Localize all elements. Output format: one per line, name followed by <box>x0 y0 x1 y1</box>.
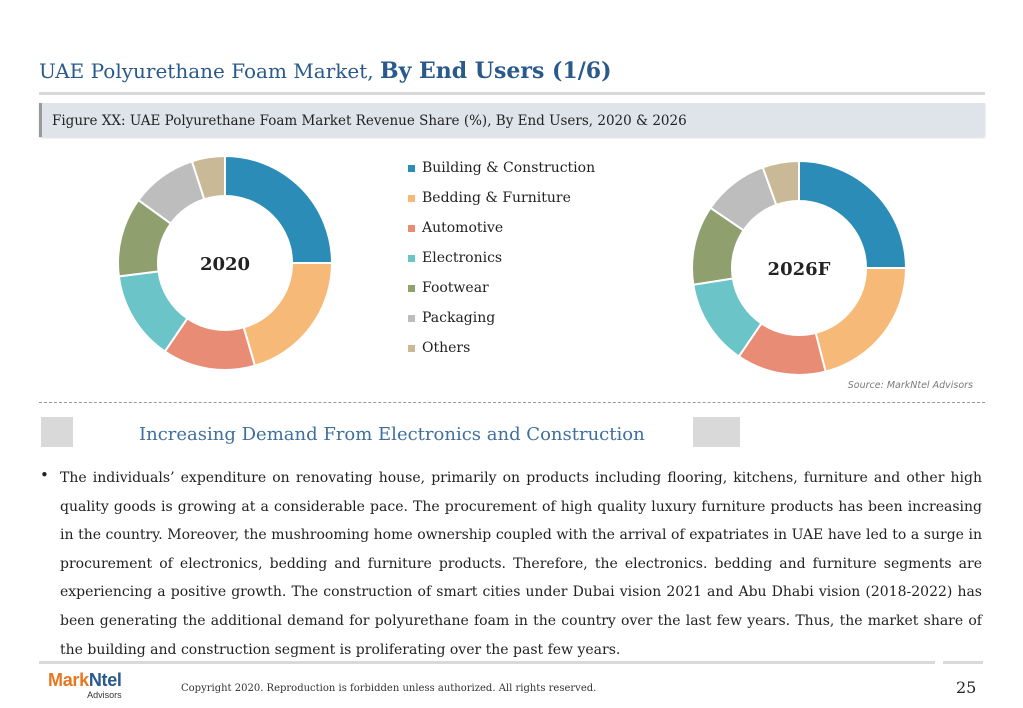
legend-item-bedding: Bedding & Furniture <box>408 190 595 220</box>
heading-accent-right <box>693 417 740 447</box>
bullet-icon: • <box>40 466 49 484</box>
legend-item-electronics: Electronics <box>408 250 595 280</box>
legend-swatch <box>408 195 415 202</box>
legend-swatch <box>408 315 415 322</box>
legend-swatch <box>408 345 415 352</box>
page-title: UAE Polyurethane Foam Market, By End Use… <box>39 58 611 84</box>
legend-label: Electronics <box>422 250 503 266</box>
legend-label: Automotive <box>422 220 504 236</box>
donut-slice-others <box>190 155 226 201</box>
legend-swatch <box>408 255 415 262</box>
donut-slice-building-construction <box>798 160 907 269</box>
legend-label: Bedding & Furniture <box>422 190 571 206</box>
donut-chart-2020-svg: 2020 <box>117 155 333 371</box>
logo-subtext: Advisors <box>87 690 122 700</box>
legend-swatch <box>408 285 415 292</box>
donut-slice-bedding-furniture <box>814 267 907 373</box>
legend-label: Others <box>422 340 471 356</box>
donut-slice-bedding-furniture <box>242 262 333 367</box>
title-divider <box>39 92 985 95</box>
bullet-text: The individuals’ expenditure on renovati… <box>60 470 982 658</box>
legend-item-footwear: Footwear <box>408 280 595 310</box>
legend-label: Packaging <box>422 310 496 326</box>
legend-label: Building & Construction <box>422 160 596 176</box>
logo-text-ntel: Ntel <box>88 670 122 690</box>
legend-item-others: Others <box>408 340 595 370</box>
footer-divider <box>39 661 935 664</box>
source-note: Source: MarkNtel Advisors <box>847 380 973 391</box>
donut-center-label: 2020 <box>200 254 250 275</box>
logo-text-mark: Mark <box>48 670 89 690</box>
section-heading: Increasing Demand From Electronics and C… <box>139 424 645 445</box>
page-title-regular: UAE Polyurethane Foam Market, <box>39 59 374 83</box>
company-logo: MarkNtel Advisors <box>48 671 122 700</box>
donut-center-label: 2026F <box>768 259 831 280</box>
figure-caption-bar: Figure XX: UAE Polyurethane Foam Market … <box>39 103 985 137</box>
donut-chart-2020: 2020 <box>117 155 333 371</box>
figure-caption: Figure XX: UAE Polyurethane Foam Market … <box>52 113 687 129</box>
legend-item-packaging: Packaging <box>408 310 595 340</box>
footer-divider-short <box>943 661 983 664</box>
chart-legend: Building & Construction Bedding & Furnit… <box>408 160 595 370</box>
page-number: 25 <box>956 678 977 697</box>
legend-item-automotive: Automotive <box>408 220 595 250</box>
legend-swatch <box>408 225 415 232</box>
section-divider <box>39 402 985 403</box>
copyright-text: Copyright 2020. Reproduction is forbidde… <box>181 683 597 694</box>
legend-item-building: Building & Construction <box>408 160 595 190</box>
donut-slice-others <box>761 160 800 207</box>
legend-swatch <box>408 165 415 172</box>
donut-chart-2026f: 2026F <box>691 160 907 376</box>
heading-accent-left <box>41 417 73 447</box>
page-title-bold: By End Users (1/6) <box>379 58 612 84</box>
legend-label: Footwear <box>422 280 489 296</box>
donut-chart-2026f-svg: 2026F <box>691 160 907 376</box>
donut-slice-building-construction <box>224 155 333 264</box>
